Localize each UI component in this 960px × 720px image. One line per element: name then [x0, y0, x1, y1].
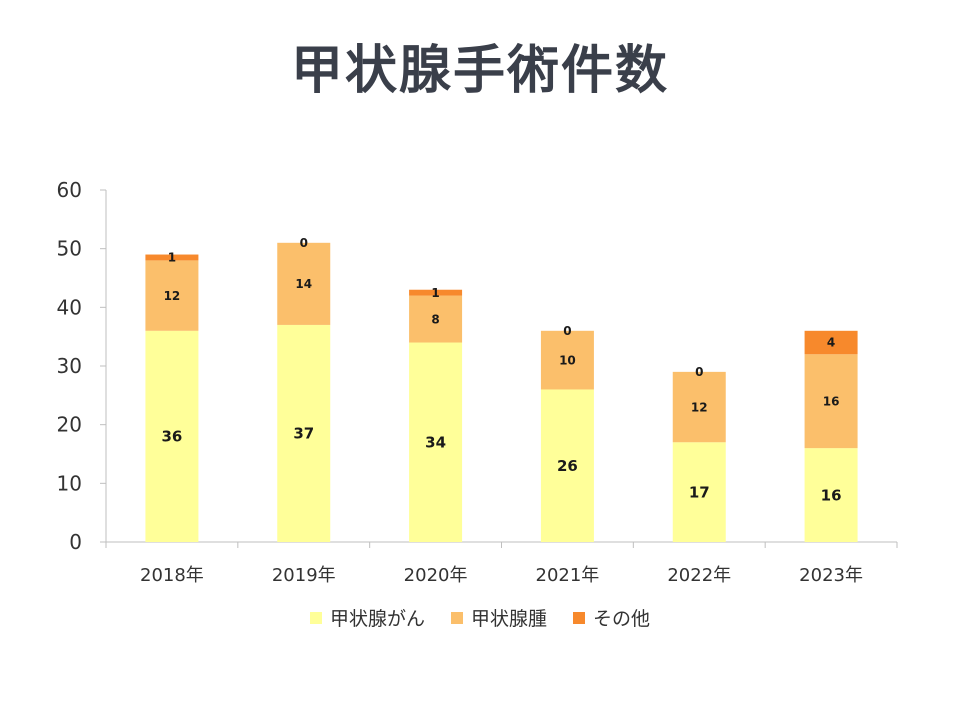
- data-label-1-series-1: 14: [295, 277, 312, 291]
- y-tick-label-0: 0: [69, 530, 82, 554]
- data-label-3-series-2: 0: [563, 324, 571, 338]
- x-category-label-0: 2018年: [140, 565, 204, 586]
- x-category-label-3: 2021年: [536, 565, 600, 586]
- y-tick-label-1: 10: [57, 471, 82, 495]
- data-label-1-series-2: 0: [300, 236, 308, 250]
- data-label-2-series-0: 34: [425, 434, 446, 452]
- data-label-2-series-1: 8: [431, 312, 439, 326]
- bar-5-series-1: [804, 354, 858, 449]
- legend-label-series-0: 甲状腺がん: [329, 608, 425, 630]
- bar-2-series-1: [409, 295, 463, 343]
- data-label-2-series-2: 1: [431, 286, 439, 300]
- y-tick-label-6: 60: [57, 178, 82, 202]
- legend-swatch-series-0: [309, 611, 322, 624]
- data-label-4-series-0: 17: [689, 483, 710, 501]
- x-category-label-4: 2022年: [667, 565, 731, 586]
- bar-1-series-1: [277, 242, 331, 325]
- data-label-0-series-2: 1: [168, 251, 176, 265]
- bar-0-series-2: [145, 254, 199, 261]
- data-label-5-series-2: 4: [827, 336, 835, 350]
- data-label-0-series-0: 36: [161, 428, 182, 446]
- bar-2-series-0: [409, 342, 463, 542]
- y-tick-label-2: 20: [57, 413, 82, 437]
- bar-4-series-0: [672, 442, 726, 542]
- chart-data-labels: 36 12 1 37 14 0 34 8 1 26 10 0 17 12 0 16 16 4: [161, 236, 841, 505]
- legend-label-series-1: 甲状腺腫: [470, 608, 547, 630]
- data-label-3-series-1: 10: [559, 353, 576, 367]
- bar-0-series-1: [145, 260, 199, 331]
- bar-3-series-0: [540, 389, 594, 542]
- bar-0-series-0: [145, 330, 199, 542]
- y-tick-label-4: 40: [57, 295, 82, 319]
- data-label-5-series-1: 16: [823, 394, 840, 408]
- legend-item-series-1: 甲状腺腫: [450, 604, 547, 631]
- data-label-4-series-1: 12: [691, 400, 708, 414]
- bar-4-series-1: [672, 371, 726, 443]
- chart-legend: 甲状腺がん 甲状腺腫 その他: [0, 604, 960, 631]
- legend-item-series-2: その他: [573, 604, 650, 631]
- data-label-5-series-0: 16: [821, 486, 842, 504]
- x-category-label-2: 2020年: [404, 565, 468, 586]
- bar-2-series-2: [409, 289, 463, 296]
- y-tick-label-3: 30: [57, 354, 82, 378]
- data-label-4-series-2: 0: [695, 365, 703, 379]
- x-category-label-1: 2019年: [272, 565, 336, 586]
- y-tick-label-5: 50: [57, 237, 82, 261]
- data-label-1-series-0: 37: [293, 425, 314, 443]
- x-category-label-5: 2023年: [799, 565, 863, 586]
- chart-title: 甲状腺手術件数: [290, 41, 669, 101]
- bar-3-series-1: [540, 330, 594, 390]
- bar-5-series-0: [804, 448, 858, 542]
- legend-label-series-2: その他: [593, 608, 651, 630]
- bar-5-series-2: [804, 330, 858, 355]
- data-label-0-series-1: 12: [164, 289, 181, 303]
- data-label-3-series-0: 26: [557, 457, 578, 475]
- legend-swatch-series-2: [573, 611, 585, 624]
- legend-swatch-series-1: [450, 611, 463, 624]
- legend-item-series-0: 甲状腺がん: [309, 604, 425, 631]
- chart-bars: [145, 242, 858, 542]
- bar-1-series-0: [277, 324, 331, 542]
